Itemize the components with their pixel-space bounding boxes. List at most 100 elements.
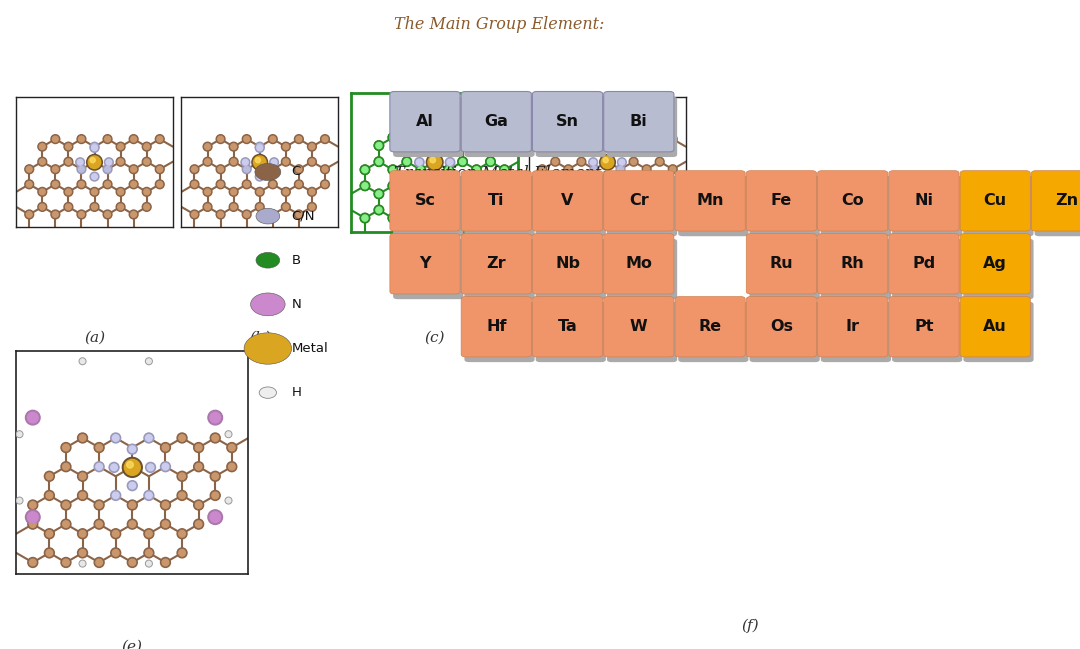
Circle shape — [255, 188, 265, 196]
Circle shape — [361, 165, 369, 175]
Circle shape — [432, 158, 437, 165]
Circle shape — [156, 135, 164, 143]
Circle shape — [418, 215, 423, 221]
Circle shape — [66, 144, 71, 149]
Circle shape — [156, 165, 164, 174]
Text: B: B — [292, 254, 300, 267]
Circle shape — [402, 205, 411, 215]
Circle shape — [283, 159, 288, 165]
Circle shape — [631, 189, 636, 195]
Circle shape — [44, 471, 54, 482]
Text: N: N — [292, 298, 301, 311]
Circle shape — [96, 502, 103, 508]
Circle shape — [241, 158, 249, 167]
Circle shape — [390, 183, 396, 189]
Circle shape — [90, 158, 95, 163]
Circle shape — [430, 205, 440, 215]
Circle shape — [630, 142, 638, 151]
Circle shape — [295, 180, 303, 189]
Circle shape — [79, 136, 84, 142]
Circle shape — [112, 435, 119, 441]
Text: Ta: Ta — [557, 319, 578, 334]
Circle shape — [29, 502, 36, 508]
Circle shape — [295, 135, 303, 143]
Circle shape — [161, 443, 171, 452]
Circle shape — [195, 463, 202, 470]
Circle shape — [404, 191, 410, 197]
Circle shape — [162, 444, 168, 451]
Circle shape — [282, 157, 291, 166]
Circle shape — [603, 188, 612, 196]
Circle shape — [444, 133, 454, 142]
Circle shape — [643, 180, 651, 189]
Circle shape — [191, 212, 198, 217]
Circle shape — [486, 189, 496, 199]
Circle shape — [44, 529, 54, 539]
Circle shape — [46, 550, 53, 556]
Text: Cu: Cu — [984, 193, 1007, 208]
Circle shape — [552, 204, 558, 210]
Circle shape — [122, 458, 143, 478]
Circle shape — [94, 443, 104, 452]
Circle shape — [472, 214, 482, 223]
Circle shape — [459, 207, 465, 213]
Circle shape — [446, 183, 451, 189]
Circle shape — [361, 214, 369, 223]
Circle shape — [321, 180, 329, 189]
Circle shape — [418, 134, 423, 141]
Circle shape — [374, 157, 383, 166]
Circle shape — [111, 433, 121, 443]
Text: Mo: Mo — [625, 256, 652, 271]
Circle shape — [669, 135, 677, 143]
Circle shape — [60, 500, 71, 510]
Circle shape — [616, 180, 625, 189]
Circle shape — [257, 204, 262, 210]
Circle shape — [643, 165, 651, 174]
Circle shape — [162, 502, 168, 508]
Circle shape — [143, 202, 151, 212]
Circle shape — [66, 204, 71, 210]
Circle shape — [390, 167, 396, 173]
Circle shape — [566, 166, 571, 172]
Circle shape — [432, 207, 437, 213]
Circle shape — [78, 471, 87, 482]
Circle shape — [94, 519, 104, 529]
Circle shape — [190, 180, 199, 189]
Circle shape — [271, 160, 276, 165]
Circle shape — [60, 519, 71, 529]
Circle shape — [374, 157, 383, 166]
Circle shape — [500, 133, 509, 142]
Circle shape — [616, 165, 625, 174]
Circle shape — [643, 135, 651, 143]
Circle shape — [308, 142, 316, 151]
Text: Rh: Rh — [841, 256, 864, 271]
Text: (c): (c) — [424, 331, 445, 345]
Circle shape — [404, 207, 410, 213]
Circle shape — [94, 500, 104, 510]
Text: Fe: Fe — [771, 193, 792, 208]
Circle shape — [579, 189, 584, 195]
Circle shape — [243, 160, 248, 165]
Circle shape — [268, 210, 278, 219]
Circle shape — [552, 144, 558, 149]
Circle shape — [118, 144, 123, 149]
Circle shape — [28, 519, 38, 529]
Circle shape — [296, 136, 301, 142]
Circle shape — [127, 519, 137, 529]
Circle shape — [388, 181, 397, 191]
Circle shape — [590, 165, 599, 174]
Circle shape — [374, 189, 383, 199]
Circle shape — [218, 212, 224, 217]
Circle shape — [157, 166, 163, 172]
Circle shape — [103, 180, 112, 189]
Circle shape — [500, 165, 509, 175]
Circle shape — [146, 530, 152, 537]
Circle shape — [143, 157, 151, 166]
Circle shape — [244, 166, 249, 172]
Circle shape — [605, 189, 610, 195]
Circle shape — [618, 136, 623, 142]
Circle shape — [362, 183, 368, 189]
Circle shape — [415, 158, 424, 167]
Circle shape — [416, 165, 426, 175]
Circle shape — [644, 136, 649, 142]
